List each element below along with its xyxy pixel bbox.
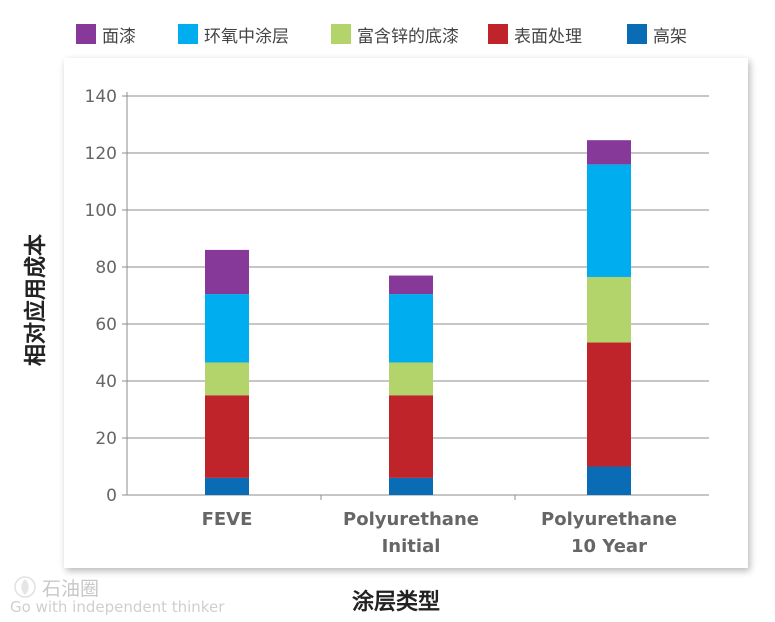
legend-label: 高架 — [653, 26, 687, 47]
watermark-name: 石油圈 — [42, 578, 100, 600]
legend-item: 环氧中涂层 — [178, 18, 289, 50]
y-tick-label: 20 — [95, 429, 117, 449]
x-tick-label: FEVE — [202, 509, 253, 530]
bar-segment — [587, 164, 631, 277]
bar-segment — [389, 362, 433, 396]
bar-segment — [587, 140, 631, 165]
legend-item: 表面处理 — [488, 18, 582, 50]
bar-segment — [389, 294, 433, 363]
y-tick-label: 140 — [85, 87, 117, 107]
bar-segment — [389, 477, 433, 495]
legend-item: 富含锌的底漆 — [331, 18, 459, 50]
legend: 面漆 环氧中涂层 富含锌的底漆 表面处理 高架 — [0, 18, 775, 50]
x-tick-label: Polyurethane — [343, 509, 479, 530]
legend-swatch — [488, 24, 508, 44]
y-tick-label: 100 — [85, 201, 117, 221]
legend-item: 高架 — [627, 18, 687, 50]
bar-segment — [587, 276, 631, 343]
legend-label: 表面处理 — [514, 26, 582, 47]
bar-segment — [587, 342, 631, 467]
legend-label: 环氧中涂层 — [204, 26, 289, 47]
y-tick-label: 40 — [95, 372, 117, 392]
y-tick-label: 120 — [85, 144, 117, 164]
y-tick-label: 0 — [106, 486, 117, 506]
legend-label: 富含锌的底漆 — [357, 26, 459, 47]
legend-item: 面漆 — [76, 18, 136, 50]
bar-segment — [205, 362, 249, 396]
chart-plot: 0 20 40 60 80 100 120 140 FEVE Polyurethane Initia… — [85, 87, 709, 557]
y-tick-label: 60 — [95, 315, 117, 335]
watermark-logo-icon — [14, 576, 36, 598]
y-axis-label: 相对应用成本 — [24, 233, 49, 367]
y-tick-label: 80 — [95, 258, 117, 278]
x-axis-label: 涂层类型 — [351, 590, 441, 615]
chart-panel: 0 20 40 60 80 100 120 140 FEVE Polyurethane Initia… — [64, 58, 748, 568]
bar-segment — [205, 249, 249, 295]
bar-segment — [587, 466, 631, 495]
x-tick-label: Initial — [382, 536, 441, 557]
legend-swatch — [627, 24, 647, 44]
x-tick-label: 10 Year — [571, 536, 647, 557]
legend-swatch — [76, 24, 96, 44]
legend-swatch — [178, 24, 198, 44]
bar-segment — [205, 477, 249, 495]
bar-segment — [389, 395, 433, 478]
legend-swatch — [331, 24, 351, 44]
watermark-slogan: Go with independent thinker — [10, 598, 225, 616]
bar-segment — [205, 395, 249, 478]
bar-segment — [205, 294, 249, 363]
legend-label: 面漆 — [102, 26, 136, 47]
bar-segment — [389, 275, 433, 295]
x-tick-label: Polyurethane — [541, 509, 677, 530]
